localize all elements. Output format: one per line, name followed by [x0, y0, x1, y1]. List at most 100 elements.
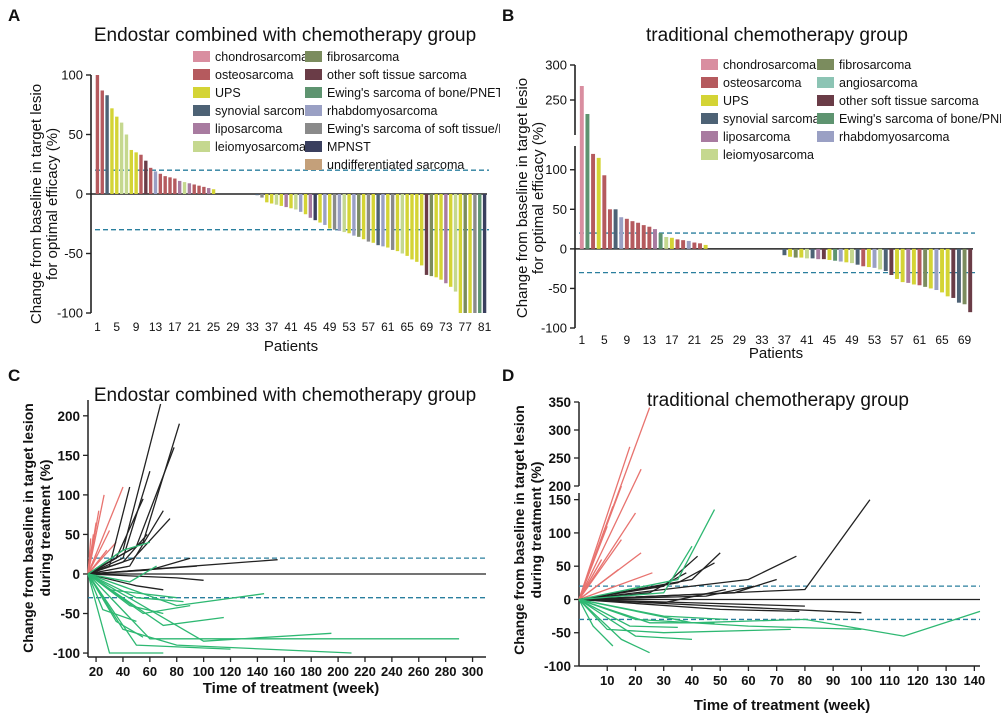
x-tick-label: 9	[623, 333, 630, 347]
bar	[799, 248, 804, 258]
patient-trajectory	[578, 509, 716, 601]
x-tick-label: 57	[362, 320, 376, 334]
patient-trajectory	[578, 599, 650, 654]
patient-trajectory	[87, 510, 164, 575]
x-axis-label: Time of treatment (week)	[203, 680, 379, 697]
bar	[821, 248, 826, 260]
legend-label: fibrosarcoma	[839, 58, 911, 72]
legend-label: other soft tissue sarcoma	[327, 68, 467, 82]
y-tick-label: 0	[72, 567, 80, 582]
chart-title: traditional chemotherapy group	[646, 25, 908, 46]
legend-swatch	[193, 105, 210, 116]
legend-swatch	[305, 69, 322, 80]
bar	[342, 194, 346, 233]
x-tick-label: 45	[304, 320, 318, 334]
bar	[439, 194, 443, 280]
x-tick-label: 100	[851, 673, 873, 688]
bar	[124, 134, 129, 194]
bar	[664, 237, 669, 249]
bar	[855, 248, 860, 265]
y-tick-label: 50	[553, 202, 567, 217]
bar	[596, 157, 601, 249]
legend-label: chondrosarcoma	[215, 50, 308, 64]
y-tick-label: -50	[64, 246, 83, 261]
bar	[940, 248, 945, 293]
patient-trajectory	[578, 499, 871, 601]
x-tick-label: 240	[381, 664, 403, 679]
x-tick-label: 200	[327, 664, 349, 679]
patient-trajectory	[87, 573, 137, 623]
bar	[624, 218, 629, 249]
bar	[878, 248, 883, 270]
x-tick-label: 57	[890, 333, 904, 347]
legend-label: Ewing's sarcoma of soft tissue/PNET	[327, 122, 500, 136]
bar	[833, 248, 838, 261]
legend-label: rhabdomyosarcoma	[327, 104, 438, 118]
x-tick-label: 260	[408, 664, 430, 679]
bar	[255, 194, 259, 196]
chart-a: Endostar combined with chemotherapy grou…	[28, 25, 532, 355]
bar	[347, 194, 351, 234]
bar	[207, 188, 211, 194]
x-tick-label: 33	[755, 333, 769, 347]
patient-trajectory	[578, 598, 726, 621]
bar	[579, 86, 584, 249]
bar	[463, 194, 467, 313]
bar	[197, 185, 201, 194]
x-tick-label: 20	[89, 664, 103, 679]
x-tick-label: 61	[913, 333, 927, 347]
bar	[144, 160, 148, 194]
legend-label: other soft tissue sarcoma	[839, 94, 979, 108]
bar	[298, 194, 303, 212]
bar	[653, 229, 657, 249]
bar	[419, 194, 424, 266]
patient-trajectory	[578, 539, 622, 600]
bar	[134, 152, 138, 194]
x-tick-label: 65	[400, 320, 414, 334]
bar	[371, 194, 375, 243]
y-axis-label-line-2: during treatment (%)	[37, 460, 53, 597]
patient-trajectory	[578, 578, 777, 601]
bar	[473, 194, 477, 313]
patient-trajectory	[87, 423, 181, 575]
bar	[352, 194, 356, 236]
bar	[934, 248, 939, 291]
bar	[265, 194, 269, 203]
bar	[361, 194, 366, 240]
legend-label: angiosarcoma	[839, 76, 918, 90]
legend-label: Ewing's sarcoma of bone/PNET	[839, 112, 1001, 126]
bar	[381, 194, 385, 247]
bar	[945, 248, 950, 297]
x-tick-label: 13	[643, 333, 657, 347]
x-tick-label: 25	[710, 333, 724, 347]
bar	[816, 248, 821, 260]
x-axis-label: Patients	[264, 338, 318, 355]
panel-b-label: B	[502, 6, 515, 25]
legend-label: Ewing's sarcoma of bone/PNET	[327, 86, 500, 100]
bar	[478, 194, 482, 313]
x-tick-label: 110	[879, 673, 900, 688]
y-axis-label-line-2: during treatment (%)	[528, 462, 544, 599]
x-tick-label: 120	[907, 673, 929, 688]
panel-a-label: A	[8, 6, 21, 25]
panel-c-label: C	[8, 366, 21, 385]
bar	[669, 237, 674, 249]
bar	[793, 248, 798, 258]
x-tick-label: 13	[149, 320, 163, 334]
x-tick-label: 17	[665, 333, 679, 347]
x-tick-label: 5	[113, 320, 120, 334]
x-tick-label: 61	[381, 320, 395, 334]
bar	[453, 194, 458, 292]
patient-trajectory	[87, 533, 148, 575]
legend-label: fibrosarcoma	[327, 50, 399, 64]
bar	[168, 177, 172, 194]
bar	[415, 194, 419, 262]
x-tick-label: 45	[823, 333, 837, 347]
patient-trajectory	[87, 573, 164, 654]
patient-trajectory	[578, 545, 693, 601]
bar	[357, 194, 361, 237]
patient-trajectory	[578, 568, 619, 601]
legend-label: leiomyosarcoma	[723, 148, 814, 162]
bar	[163, 176, 167, 194]
x-tick-label: 140	[247, 664, 269, 679]
